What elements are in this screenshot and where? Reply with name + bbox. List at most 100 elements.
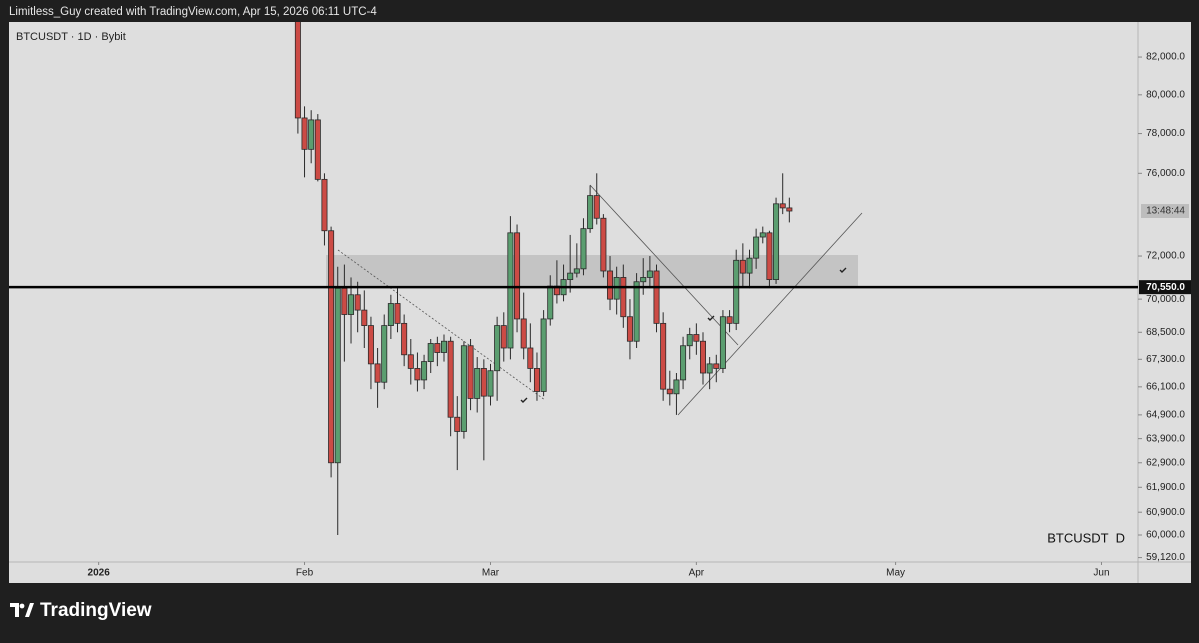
candle-body [527,347,534,369]
candle-body [321,178,328,232]
candle-body [673,379,680,395]
trend-line [677,212,863,416]
candle-body [733,259,740,324]
candle-body [308,119,315,150]
x-tick-label: Jun [1093,568,1109,579]
y-tick-label: 59,120.0 [1146,552,1185,563]
candle-body [567,272,574,280]
candle-body [660,322,667,390]
x-tick-label: May [886,568,905,579]
candle-body [361,309,368,326]
candle-body [480,368,487,397]
y-tick-label: 78,000.0 [1146,128,1185,139]
header: Limitless_Guy created with TradingView.c… [9,6,377,18]
candle-body [786,207,793,212]
check-mark [520,397,528,403]
candle-body [387,303,394,326]
candle-body [447,340,454,418]
candle-body [301,117,308,150]
candle-body [726,316,733,324]
logo-icon [10,603,34,617]
candle-body [487,370,494,397]
countdown-label: 13:48:44 [1146,206,1185,217]
candle-body [314,119,321,180]
candle-body [766,232,773,280]
candle-body [600,217,607,272]
candle-body [460,345,467,432]
candle-body [580,228,587,270]
candle-body [640,277,647,283]
candle-body [474,368,481,399]
candle-body [719,316,726,369]
candle-body [620,277,627,318]
candle-body [753,236,760,259]
y-tick-label: 62,900.0 [1146,457,1185,468]
price-level-tag [1139,280,1191,295]
y-tick-label: 60,900.0 [1146,507,1185,518]
y-tick-label: 68,500.0 [1146,327,1185,338]
y-tick-label: 64,900.0 [1146,410,1185,421]
y-tick-label: 63,900.0 [1146,433,1185,444]
y-tick-label: 66,100.0 [1146,381,1185,392]
candle-body [507,232,514,349]
candle-body [421,361,428,381]
trend-line [589,184,739,346]
trend-line [337,249,546,401]
candle-body [680,345,687,381]
candles [294,22,793,535]
x-tick-label: Feb [296,568,314,579]
candle-body [354,294,361,311]
candle-body [328,230,335,464]
candle-body [341,287,348,315]
candle-body [653,270,660,324]
x-tick-label: 2026 [88,568,111,579]
candle-body [540,318,547,392]
candle-body [693,334,700,342]
plot [9,22,1138,535]
candle-body [607,270,614,300]
watermark: BTCUSDT D [1047,530,1125,545]
y-tick-label: 61,900.0 [1146,482,1185,493]
candle-body [700,340,707,374]
check-mark [707,315,715,321]
y-tick-label: 82,000.0 [1146,52,1185,63]
x-tick-label: Apr [689,568,705,579]
candle-body [646,270,653,278]
chart-panel [9,22,1191,583]
candle-body [427,343,434,362]
candle-body [666,388,673,395]
candle-body [713,363,720,369]
candle-body [573,268,580,274]
candle-body [759,232,766,238]
candle-body [381,325,388,383]
candle-body [334,287,341,464]
candle-body [533,368,540,392]
logo-text: TradingView [40,600,152,621]
axes: 59,120.0 60,000.0 60,900.0 61,900.0 62,900.0… [88,52,1191,579]
candle-body [587,195,594,230]
candle-body [440,340,447,353]
x-tick-label: Mar [482,568,500,579]
y-tick-label: 70,000.0 [1146,294,1185,305]
candle-body [706,363,713,374]
candle-body [746,257,753,274]
candle-body [633,281,640,342]
candle-body [773,203,780,280]
symbol-title: BTCUSDT · 1D · Bybit [16,31,126,43]
countdown-tag [1141,204,1189,219]
candle-body [467,345,474,399]
candle-body [739,259,746,274]
candle-body [401,322,408,356]
y-tick-label: 72,000.0 [1146,251,1185,262]
price-level-label: 70,550.0 [1146,282,1185,293]
candle-body [348,294,355,315]
candle-body [367,325,374,365]
y-tick-label: 80,000.0 [1146,89,1185,100]
candle-body [547,285,554,320]
y-tick-label: 76,000.0 [1146,168,1185,179]
candle-body [626,316,633,342]
y-tick-label: 60,000.0 [1146,530,1185,541]
check-mark [839,267,847,273]
